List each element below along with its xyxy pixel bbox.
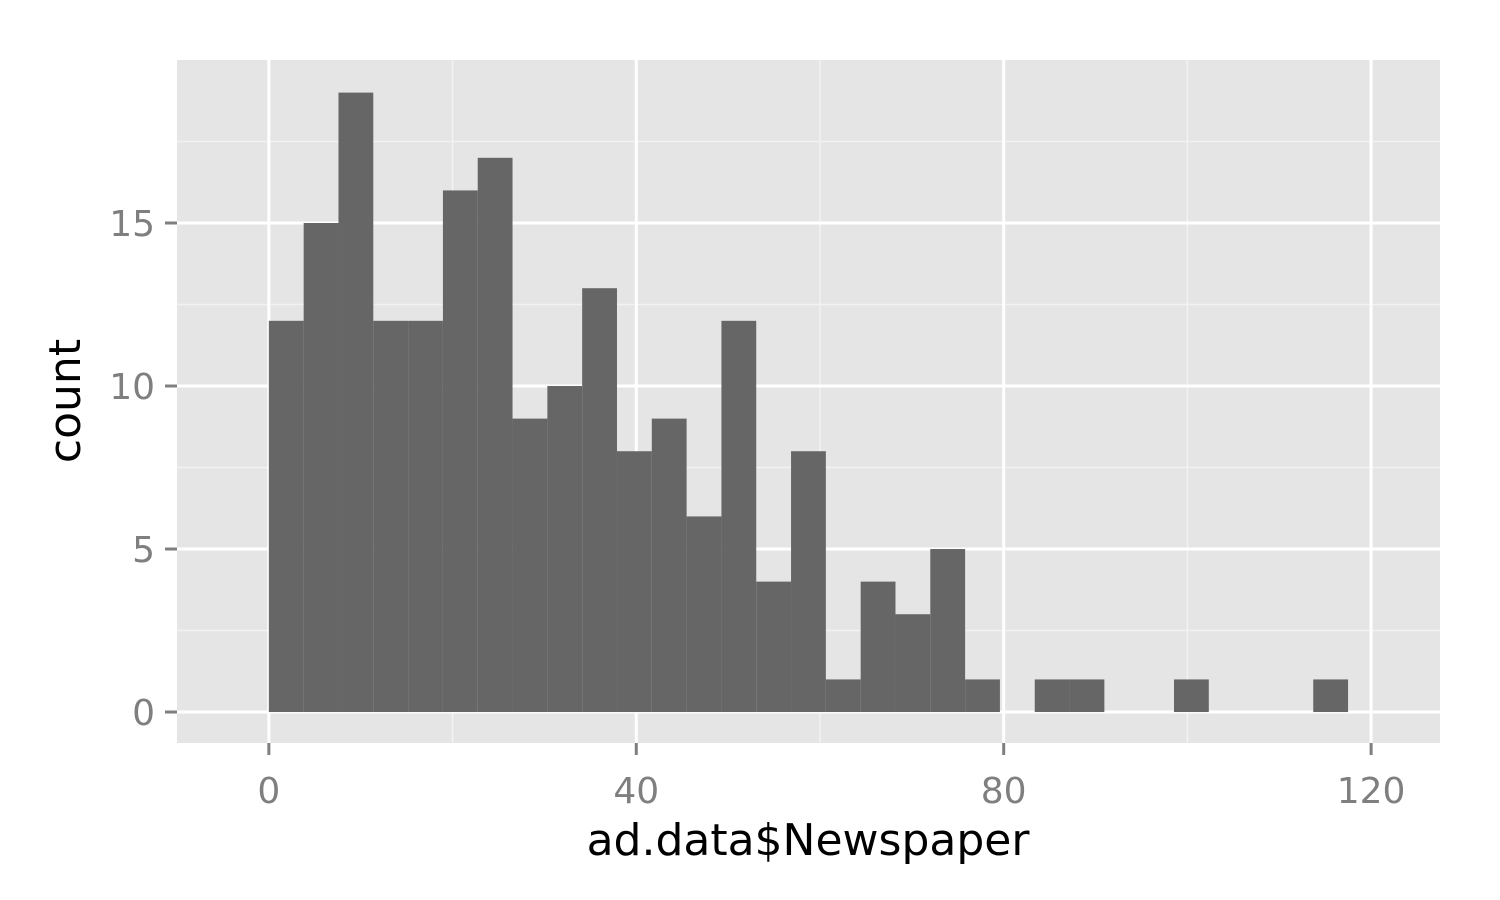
histogram-bar [1034,679,1070,713]
histogram-bar [373,320,409,713]
x-tick-label: 0 [257,771,280,812]
histogram-bar [651,418,687,713]
histogram-bar [1313,679,1349,713]
histogram-bar [930,549,966,713]
histogram-bar [860,581,896,713]
x-tick-label: 80 [981,771,1027,812]
y-tick-labels: 0 5 10 15 [109,204,155,734]
histogram-bar [547,386,583,713]
x-tick-labels: 0 40 80 120 [257,771,1405,812]
histogram-bar [338,92,374,713]
axis-ticks [165,221,1373,755]
histogram-bar [756,581,792,713]
histogram-bar [965,679,1000,713]
histogram-bar [1069,679,1105,713]
histogram-bar [408,320,443,713]
y-tick-label: 15 [109,204,155,245]
histogram-bar [721,320,757,713]
histogram-bar [616,451,652,713]
y-tick-label: 10 [109,367,155,408]
histogram-bar [686,516,722,713]
y-tick-label: 5 [132,530,155,571]
histogram-bar [582,288,617,713]
histogram-bars [268,92,1349,713]
histogram-bar [825,679,861,713]
x-axis-title: ad.data$Newspaper [587,815,1031,866]
major-grid [177,60,1440,743]
histogram-bar [268,320,304,713]
x-tick-label: 120 [1337,771,1406,812]
histogram-bar [895,614,931,713]
y-tick-label: 0 [132,693,155,734]
y-axis-title: count [40,339,91,463]
histogram-bar [303,223,339,713]
x-tick-label: 40 [613,771,659,812]
histogram-bar [477,157,513,713]
histogram-bar [442,190,478,713]
histogram-bar [512,418,548,713]
histogram-bar [791,451,826,713]
histogram-bar [1173,679,1209,713]
